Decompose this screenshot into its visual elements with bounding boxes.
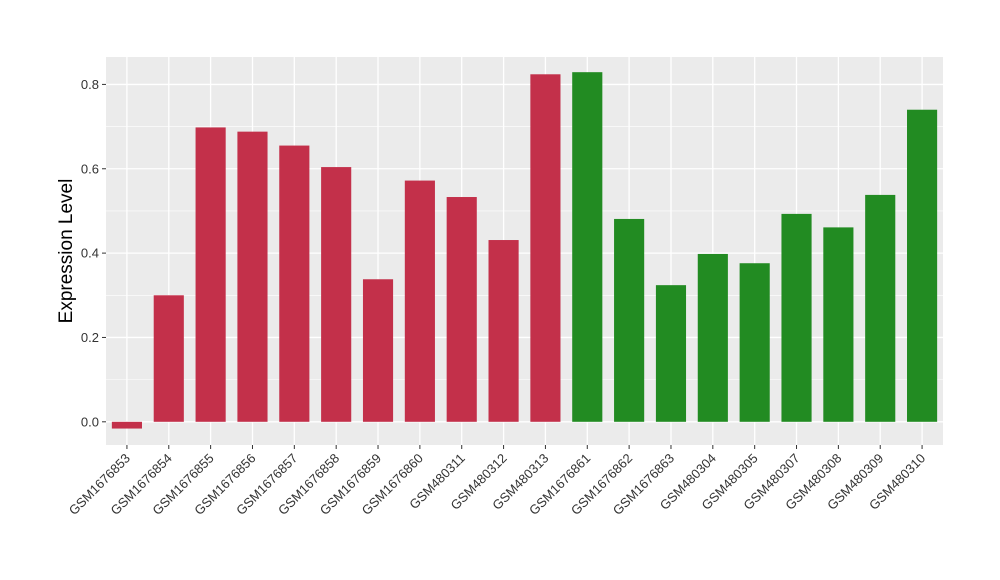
bar [614,218,645,422]
bar [111,421,142,429]
bar [404,180,435,422]
bar [781,213,812,422]
y-tick-label: 0.0 [81,414,99,429]
bar [655,285,687,422]
bar [237,131,268,422]
x-axis: GSM1676853GSM1676854GSM1676855GSM1676856… [66,445,928,518]
bar [907,109,938,422]
bar [362,279,394,422]
y-tick-label: 0.2 [81,330,99,345]
y-tick-label: 0.8 [81,77,99,92]
y-tick-label: 0.6 [81,161,99,176]
bar [195,127,226,422]
y-tick-label: 0.4 [81,246,99,261]
bar [153,295,184,422]
bar [739,263,770,422]
y-axis: 0.0 0.2 0.4 0.6 0.8 [81,77,106,429]
bar [446,197,477,422]
bar [279,145,310,422]
bar [865,194,896,422]
bar [488,240,519,422]
plot-panel [106,57,943,445]
bar [697,253,728,422]
bar [530,74,561,422]
bars [111,72,938,429]
bar [321,167,352,422]
y-axis-title: Expression Level [56,179,77,324]
bar [572,72,603,422]
bar [823,227,854,422]
